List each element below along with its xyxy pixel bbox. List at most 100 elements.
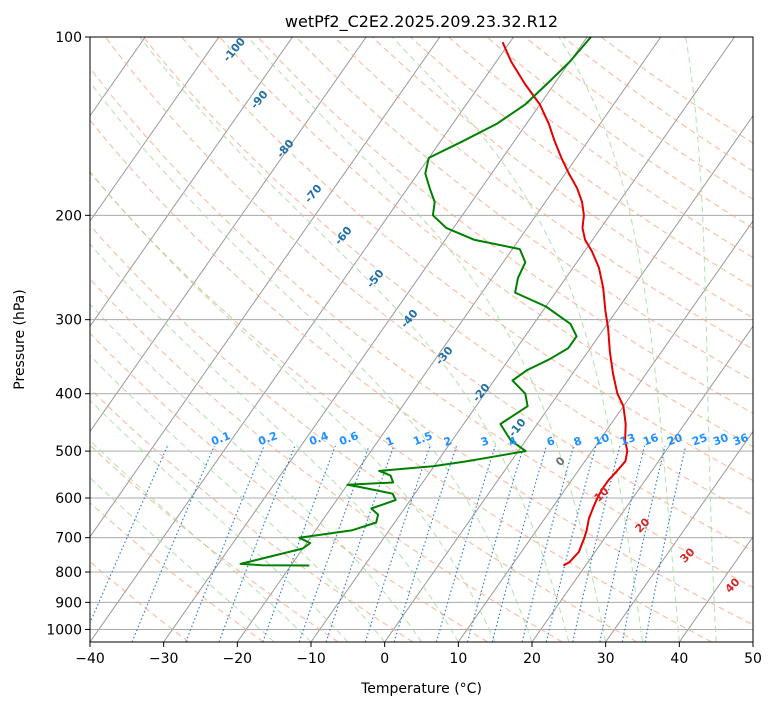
mixing-ratio-label: 25	[690, 431, 709, 448]
mixing-ratio-line	[364, 445, 431, 642]
mixing-ratio-label: 36	[731, 431, 750, 449]
isotherm-line	[90, 37, 220, 222]
isotherm-line	[605, 430, 753, 642]
dry-adiabat-line	[90, 278, 563, 642]
mixing-ratio-label: 0.2	[256, 429, 279, 448]
chart-grid	[0, 37, 753, 642]
moist-adiabat-line	[90, 354, 386, 642]
dry-adiabat-line	[333, 37, 753, 350]
mixing-ratio-label: 3	[479, 434, 491, 449]
dry-adiabat-line	[90, 560, 190, 642]
moist-adiabat-line	[558, 37, 680, 642]
dry-adiabat-line	[104, 37, 753, 552]
dry-adiabat-line	[90, 119, 753, 626]
isotherm-line	[384, 114, 753, 642]
y-tick-label: 500	[55, 444, 82, 460]
dry-adiabat-line	[90, 224, 638, 642]
mixing-ratio-label: 30	[711, 431, 730, 449]
moist-adiabat-line	[90, 81, 533, 642]
moist-adiabat-line	[90, 439, 312, 642]
moist-adiabat-line	[139, 37, 570, 642]
dry-adiabat-line	[295, 37, 753, 382]
y-tick-label: 1000	[46, 622, 82, 638]
x-tick-label: 20	[523, 651, 541, 667]
y-tick-label: 700	[55, 531, 82, 547]
x-tick-label: 50	[744, 651, 762, 667]
dry-adiabat-line	[90, 502, 264, 642]
isotherm-line	[90, 37, 367, 433]
moist-adiabat-line	[391, 37, 644, 642]
mixing-ratio-label: 1	[384, 434, 396, 449]
moist-adiabat-line	[90, 399, 349, 642]
temperature-profile-line	[501, 41, 629, 567]
dry-adiabat-line	[486, 37, 753, 229]
chart-isopleth-labels: -100-90-80-70-60-50-40-30-20-10010203040…	[209, 37, 750, 596]
mixing-ratio-label: 2	[442, 434, 454, 449]
mixing-ratio-line	[491, 445, 547, 642]
x-tick-label: −20	[223, 651, 253, 667]
mixing-ratio-line	[545, 445, 597, 642]
mixing-ratio-label: 0.1	[209, 429, 232, 448]
mixing-ratio-line	[218, 445, 296, 642]
mixing-ratio-label: 4	[507, 434, 519, 449]
y-tick-label: 100	[55, 30, 82, 46]
moist-adiabat-line	[685, 37, 717, 642]
isotherm-line	[90, 37, 441, 538]
mixing-ratio-label: 6	[545, 434, 557, 449]
y-axis-ticks: 100 200 300 400 500 600 700 800 900 1000	[46, 30, 90, 638]
dry-adiabat-line	[143, 37, 753, 516]
dry-adiabat-label: -60	[332, 224, 355, 248]
isotherm-line	[457, 220, 753, 642]
dry-adiabat-line	[90, 171, 712, 642]
x-tick-label: 10	[449, 651, 467, 667]
mixing-ratio-label: 20	[665, 431, 684, 449]
dry-adiabat-label: -40	[398, 307, 421, 331]
x-tick-label: −40	[75, 651, 105, 667]
x-tick-label: 40	[670, 651, 688, 667]
moist-adiabat-line	[90, 303, 422, 642]
dewpoint-profile-line	[239, 37, 592, 567]
y-axis-label: Pressure (hPa)	[12, 289, 28, 389]
dry-adiabat-line	[90, 332, 488, 642]
mixing-ratio-label: 13	[618, 431, 637, 448]
dry-adiabat-label: -90	[248, 88, 271, 112]
isotherm-line	[531, 325, 753, 642]
isotherm-line	[163, 37, 588, 642]
x-tick-label: 30	[597, 651, 615, 667]
mixing-ratio-label: 0.6	[337, 429, 360, 448]
chart-series	[239, 37, 629, 567]
mixing-ratio-line	[466, 445, 525, 642]
dry-adiabat-label: -50	[364, 267, 387, 291]
dry-adiabat-line	[257, 37, 753, 415]
mixing-ratio-line	[393, 445, 458, 642]
dry-adiabat-line	[410, 37, 753, 289]
mixing-ratio-line	[435, 445, 496, 642]
isotherm-line	[310, 37, 735, 642]
dry-adiabat-line	[219, 37, 753, 448]
mixing-ratio-line	[621, 445, 666, 642]
mixing-ratio-line	[599, 445, 646, 642]
dry-adiabat-line	[90, 444, 339, 642]
moist-adiabat-label: 20	[633, 515, 653, 535]
isotherm-line	[0, 37, 72, 642]
mixing-ratio-line	[325, 445, 395, 642]
dry-adiabat-label: -70	[302, 182, 325, 206]
moist-adiabat-line	[90, 171, 496, 642]
dry-adiabat-line	[448, 37, 753, 259]
y-tick-label: 300	[55, 313, 82, 329]
mixing-ratio-line	[185, 445, 265, 642]
mixing-ratio-label: 8	[572, 434, 584, 449]
mixing-ratio-line	[521, 445, 575, 642]
dry-adiabat-label: -20	[470, 381, 493, 405]
isotherm-line	[678, 535, 753, 642]
plot-frame	[89, 36, 754, 643]
x-axis-ticks: −40 −30 −20 −10 0 10 20 30 40 50	[75, 642, 762, 667]
moist-adiabat-line	[90, 477, 275, 642]
isotherm-line	[90, 37, 293, 328]
mixing-ratio-line	[262, 445, 336, 642]
y-tick-label: 400	[55, 387, 82, 403]
y-tick-label: 800	[55, 565, 82, 581]
x-axis-label: Temperature (°C)	[360, 681, 482, 697]
mixing-ratio-label: 0.4	[307, 429, 330, 448]
